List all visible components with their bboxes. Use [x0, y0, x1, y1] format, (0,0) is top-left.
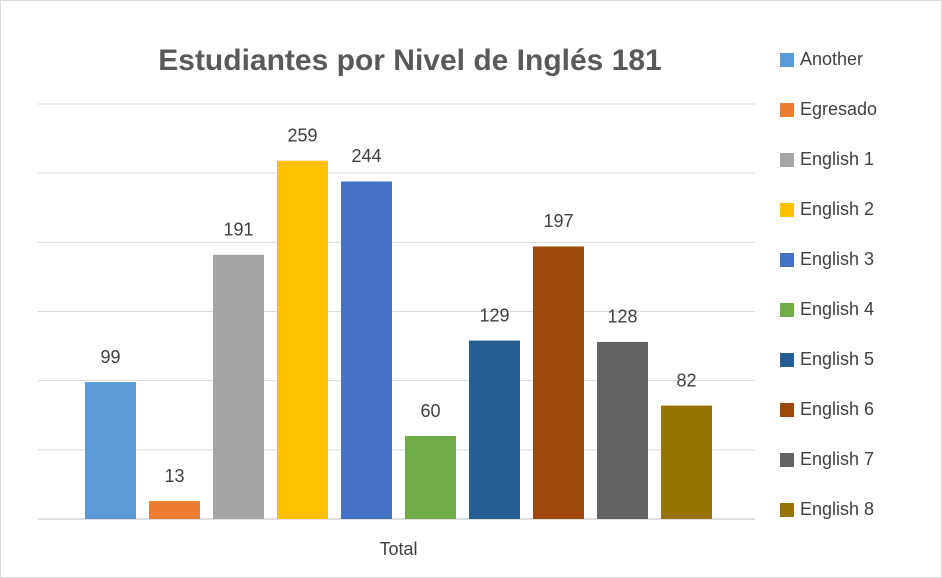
legend-label: English 6 [800, 399, 874, 419]
bar [661, 405, 712, 519]
legend-swatch [780, 203, 794, 217]
legend-swatch [780, 503, 794, 517]
legend-label: English 1 [800, 149, 874, 169]
data-label: 244 [351, 146, 381, 166]
legend-swatch [780, 103, 794, 117]
data-label: 99 [100, 347, 120, 367]
bar [277, 160, 328, 519]
legend-label: Egresado [800, 99, 877, 119]
x-tick-label: Total [379, 539, 417, 559]
legend-label: English 2 [800, 199, 874, 219]
bar [597, 341, 648, 519]
bar [149, 501, 200, 519]
data-label: 60 [420, 401, 440, 421]
bar [85, 382, 136, 519]
data-label: 128 [607, 307, 637, 327]
legend-label: English 7 [800, 449, 874, 469]
legend-swatch [780, 453, 794, 467]
data-label: 13 [164, 466, 184, 486]
legend-swatch [780, 403, 794, 417]
legend-swatch [780, 353, 794, 367]
bar [213, 254, 264, 520]
legend-label: English 8 [800, 499, 874, 519]
legend-swatch [780, 303, 794, 317]
bar [405, 436, 456, 519]
data-label: 259 [287, 125, 317, 145]
data-label: 197 [543, 211, 573, 231]
legend-label: English 5 [800, 349, 874, 369]
legend-label: Another [800, 49, 863, 69]
legend-swatch [780, 153, 794, 167]
legend-label: English 3 [800, 249, 874, 269]
data-label: 82 [676, 370, 696, 390]
bar [341, 181, 392, 519]
legend-swatch [780, 253, 794, 267]
data-label: 129 [479, 305, 509, 325]
legend-label: English 4 [800, 299, 874, 319]
legend-swatch [780, 53, 794, 67]
bar [469, 340, 520, 519]
bar [533, 246, 584, 519]
data-label: 191 [223, 220, 253, 240]
chart-title: Estudiantes por Nivel de Inglés 181 [158, 44, 662, 77]
